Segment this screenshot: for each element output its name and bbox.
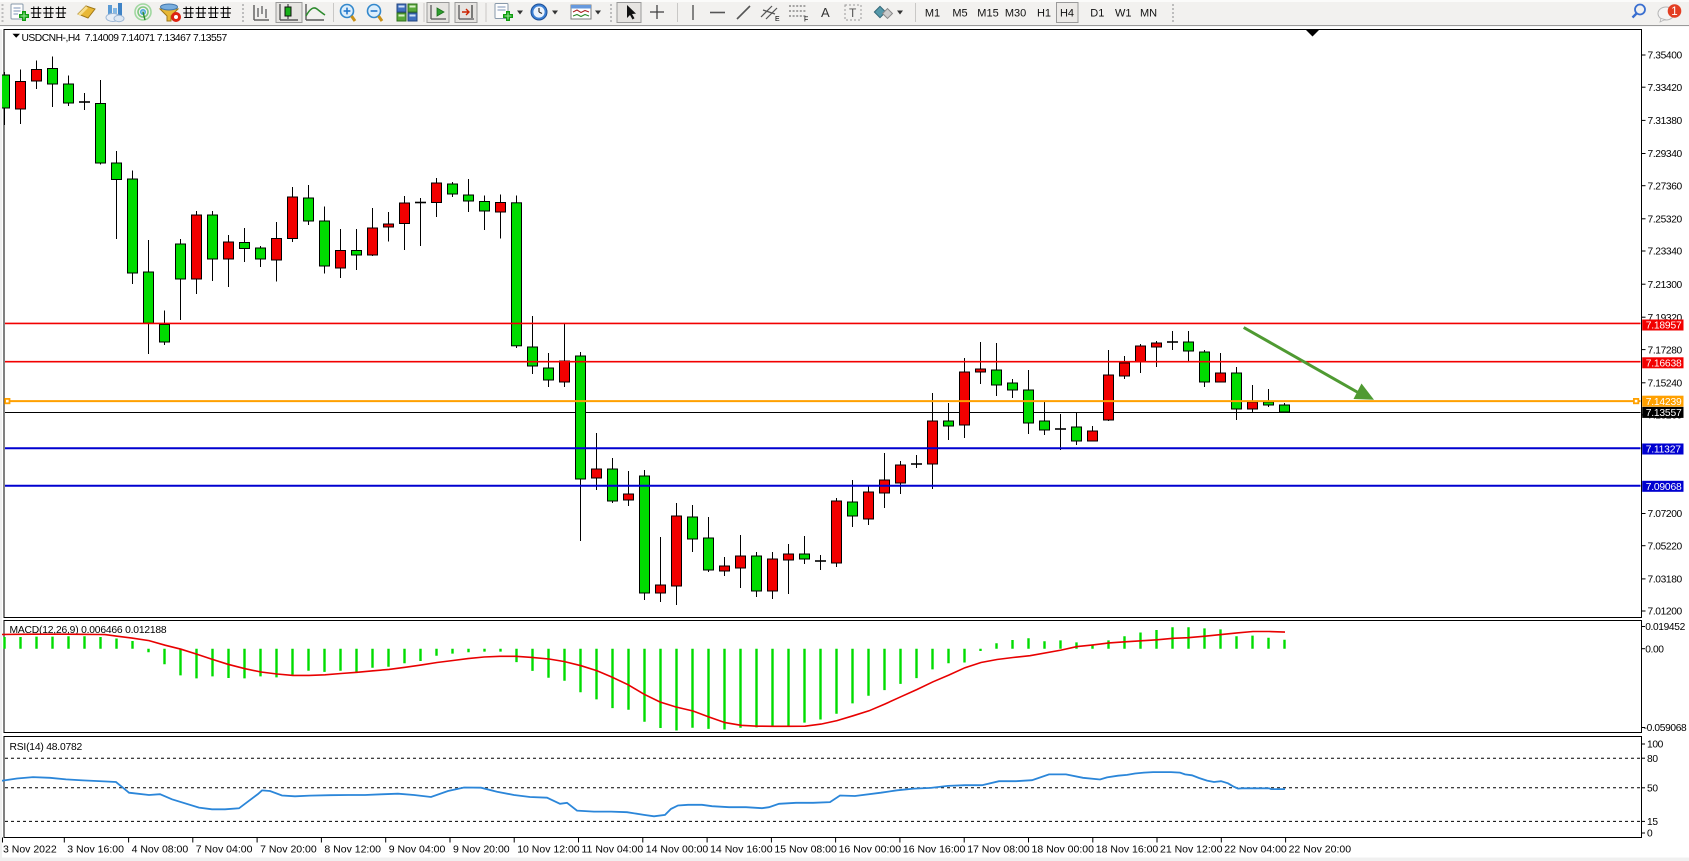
svg-text:8 Nov 12:00: 8 Nov 12:00 bbox=[324, 844, 381, 856]
svg-text:7.18957: 7.18957 bbox=[1646, 321, 1682, 332]
svg-text:7.01200: 7.01200 bbox=[1648, 607, 1683, 618]
svg-text:7 Nov 04:00: 7 Nov 04:00 bbox=[196, 844, 253, 856]
svg-text:4 Nov 08:00: 4 Nov 08:00 bbox=[132, 844, 189, 856]
svg-text:MACD(12,26,9) 0.006466 0.01218: MACD(12,26,9) 0.006466 0.012188 bbox=[10, 625, 167, 636]
svg-text:7.15240: 7.15240 bbox=[1648, 379, 1683, 390]
svg-text:W1: W1 bbox=[1115, 8, 1132, 20]
svg-text:100: 100 bbox=[1647, 740, 1664, 751]
svg-text:21 Nov 12:00: 21 Nov 12:00 bbox=[1160, 844, 1223, 856]
svg-text:D1: D1 bbox=[1090, 8, 1104, 20]
svg-text:RSI(14) 48.0782: RSI(14) 48.0782 bbox=[10, 742, 83, 753]
svg-text:16 Nov 16:00: 16 Nov 16:00 bbox=[903, 844, 966, 856]
svg-text:0.00: 0.00 bbox=[1645, 644, 1664, 655]
svg-text:0: 0 bbox=[1647, 829, 1653, 840]
svg-text:7.29340: 7.29340 bbox=[1648, 149, 1683, 160]
svg-text:A: A bbox=[821, 5, 830, 20]
svg-text:7 Nov 20:00: 7 Nov 20:00 bbox=[260, 844, 317, 856]
svg-text:7.21300: 7.21300 bbox=[1648, 280, 1683, 291]
svg-text:M30: M30 bbox=[1005, 8, 1026, 20]
svg-text:17 Nov 08:00: 17 Nov 08:00 bbox=[967, 844, 1030, 856]
svg-text:15 Nov 08:00: 15 Nov 08:00 bbox=[774, 844, 837, 856]
svg-text:14 Nov 00:00: 14 Nov 00:00 bbox=[646, 844, 709, 856]
svg-text:M1: M1 bbox=[925, 8, 940, 20]
svg-text:M15: M15 bbox=[977, 8, 998, 20]
svg-text:22 Nov 04:00: 22 Nov 04:00 bbox=[1224, 844, 1287, 856]
svg-text:MN: MN bbox=[1140, 8, 1157, 20]
svg-text:22 Nov 20:00: 22 Nov 20:00 bbox=[1289, 844, 1352, 856]
svg-text:80: 80 bbox=[1647, 754, 1658, 765]
svg-text:18 Nov 16:00: 18 Nov 16:00 bbox=[1096, 844, 1159, 856]
svg-text:M5: M5 bbox=[952, 8, 967, 20]
svg-text:7.03180: 7.03180 bbox=[1648, 575, 1683, 586]
svg-text:1: 1 bbox=[1671, 6, 1677, 18]
svg-text:14 Nov 16:00: 14 Nov 16:00 bbox=[710, 844, 773, 856]
svg-text:7.27360: 7.27360 bbox=[1648, 181, 1683, 192]
svg-text:7.35400: 7.35400 bbox=[1648, 51, 1683, 62]
svg-text:7.16638: 7.16638 bbox=[1646, 358, 1682, 369]
svg-text:15: 15 bbox=[1647, 817, 1658, 828]
svg-text:7.23340: 7.23340 bbox=[1648, 247, 1683, 258]
svg-text:7.14239: 7.14239 bbox=[1646, 397, 1682, 408]
svg-text:E: E bbox=[775, 16, 780, 23]
svg-text:9 Nov 20:00: 9 Nov 20:00 bbox=[453, 844, 510, 856]
svg-text:7.13557: 7.13557 bbox=[1646, 408, 1682, 419]
svg-text:H4: H4 bbox=[1060, 8, 1074, 20]
svg-text:16 Nov 00:00: 16 Nov 00:00 bbox=[839, 844, 902, 856]
svg-text:18 Nov 00:00: 18 Nov 00:00 bbox=[1032, 844, 1095, 856]
svg-text:50: 50 bbox=[1647, 784, 1658, 795]
svg-text:7.11327: 7.11327 bbox=[1646, 445, 1682, 456]
svg-text:T: T bbox=[849, 6, 857, 20]
svg-text:3 Nov 16:00: 3 Nov 16:00 bbox=[67, 844, 124, 856]
svg-text:H1: H1 bbox=[1037, 8, 1051, 20]
svg-text:9 Nov 04:00: 9 Nov 04:00 bbox=[389, 844, 446, 856]
svg-text:7.19320: 7.19320 bbox=[1648, 313, 1683, 324]
svg-text:3 Nov 2022: 3 Nov 2022 bbox=[3, 844, 57, 856]
svg-text:10 Nov 12:00: 10 Nov 12:00 bbox=[517, 844, 580, 856]
svg-text:7.33420: 7.33420 bbox=[1648, 83, 1683, 94]
svg-text:7.25320: 7.25320 bbox=[1648, 215, 1683, 226]
svg-text:0.019452: 0.019452 bbox=[1645, 622, 1685, 633]
svg-text:7.31380: 7.31380 bbox=[1648, 116, 1683, 127]
svg-text:-0.059068: -0.059068 bbox=[1644, 723, 1687, 734]
svg-text:F: F bbox=[804, 17, 808, 24]
svg-text:7.17280: 7.17280 bbox=[1648, 345, 1683, 356]
svg-text:11 Nov 04:00: 11 Nov 04:00 bbox=[582, 844, 644, 856]
svg-text:7.05220: 7.05220 bbox=[1648, 541, 1683, 552]
svg-text:USDCNH-,H4 7.14009 7.14071 7.: USDCNH-,H4 7.14009 7.14071 7.13467 7.135… bbox=[22, 33, 228, 44]
svg-text:7.09068: 7.09068 bbox=[1646, 482, 1682, 493]
svg-text:7.07200: 7.07200 bbox=[1648, 509, 1683, 520]
